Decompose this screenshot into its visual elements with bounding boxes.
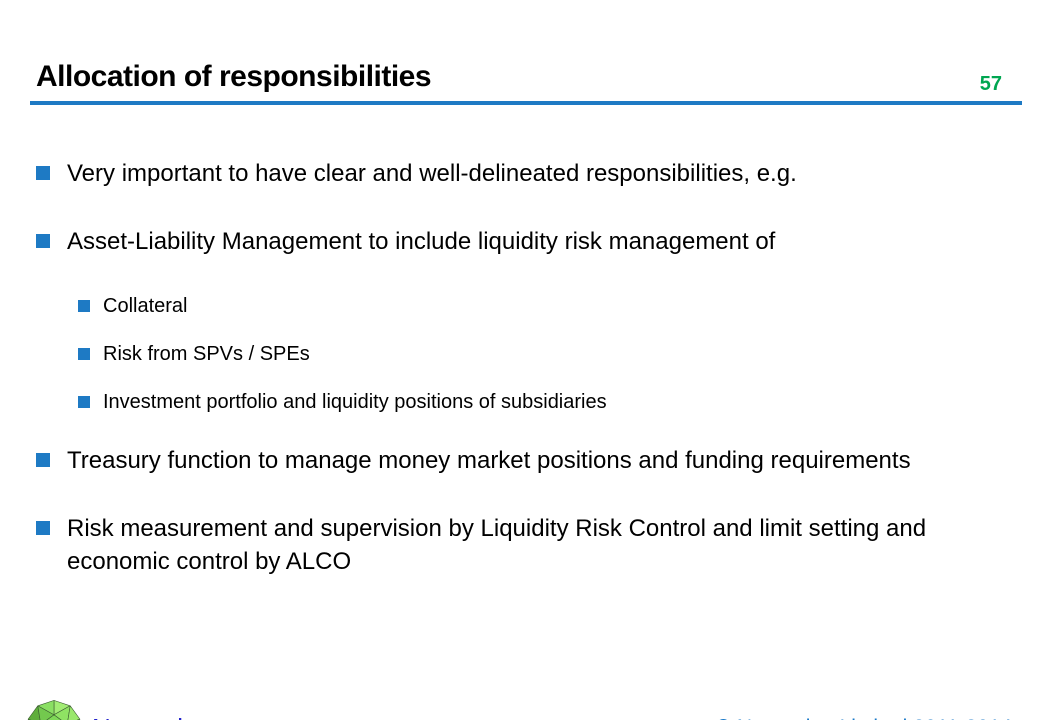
brand-name: Nematrian	[92, 713, 212, 720]
page-title: Allocation of responsibilities	[36, 60, 432, 93]
copyright-notice: © Nematrian Limited 2011-2014	[716, 716, 1012, 720]
bullet-text: Risk from SPVs / SPEs	[103, 342, 310, 365]
bullet-square-icon	[78, 347, 90, 360]
slide-header: Allocation of responsibilities 57	[36, 58, 1010, 96]
bullet-square-icon	[36, 233, 50, 248]
title-rule-divider	[30, 100, 1022, 105]
sub-bullet-item: Risk from SPVs / SPEs	[36, 341, 1010, 367]
bullet-text: Treasury function to manage money market…	[67, 446, 911, 474]
sub-bullet-item: Collateral	[36, 293, 1010, 319]
bullet-item: Very important to have clear and well-de…	[36, 157, 1010, 190]
sub-bullet-item: Investment portfolio and liquidity posit…	[36, 389, 1010, 415]
bullet-item: Risk measurement and supervision by Liqu…	[36, 512, 1010, 578]
bullet-text: Risk measurement and supervision by Liqu…	[67, 514, 927, 575]
slide-body: Very important to have clear and well-de…	[36, 157, 1010, 578]
bullet-square-icon	[36, 452, 50, 467]
bullet-square-icon	[36, 520, 50, 535]
bullet-item: Treasury function to manage money market…	[36, 444, 1010, 477]
bullet-text: Investment portfolio and liquidity posit…	[103, 390, 607, 413]
bullet-text: Very important to have clear and well-de…	[67, 159, 797, 187]
bullet-text: Collateral	[103, 294, 188, 317]
bullet-text: Asset-Liability Management to include li…	[67, 227, 776, 255]
slide-page-number: 57	[979, 72, 1002, 95]
bullet-item: Asset-Liability Management to include li…	[36, 225, 1010, 258]
presentation-slide: Allocation of responsibilities 57 Very i…	[0, 58, 1040, 720]
nematrian-polyhedron-logo-icon	[27, 700, 81, 720]
bullet-square-icon	[36, 165, 50, 180]
bullet-square-icon	[78, 299, 90, 312]
footer-brand: Nematrian	[24, 696, 212, 720]
bullet-square-icon	[78, 395, 90, 408]
